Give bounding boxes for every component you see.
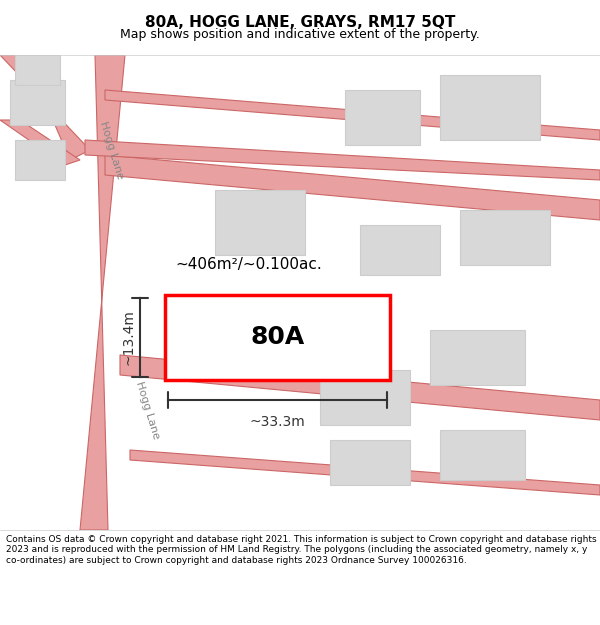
Text: Hogg Lane: Hogg Lane: [98, 120, 125, 180]
Text: 80A: 80A: [250, 326, 305, 349]
Text: Hogg Lane: Hogg Lane: [134, 380, 161, 440]
Bar: [440, 75, 540, 140]
Polygon shape: [120, 355, 600, 420]
Bar: [15, 55, 60, 85]
Polygon shape: [85, 140, 600, 180]
Bar: [10, 80, 65, 125]
Bar: [345, 90, 420, 145]
Bar: [460, 210, 550, 265]
Polygon shape: [80, 55, 125, 530]
Text: 80A, HOGG LANE, GRAYS, RM17 5QT: 80A, HOGG LANE, GRAYS, RM17 5QT: [145, 16, 455, 31]
Bar: [215, 190, 305, 255]
Polygon shape: [0, 120, 80, 165]
Polygon shape: [0, 55, 90, 160]
Polygon shape: [105, 155, 600, 220]
Bar: [165, 295, 390, 380]
Text: ~406m²/~0.100ac.: ~406m²/~0.100ac.: [175, 258, 322, 272]
Text: Contains OS data © Crown copyright and database right 2021. This information is : Contains OS data © Crown copyright and d…: [6, 535, 596, 564]
Text: Map shows position and indicative extent of the property.: Map shows position and indicative extent…: [120, 28, 480, 41]
Text: ~13.4m: ~13.4m: [121, 309, 135, 366]
Bar: [430, 330, 525, 385]
Bar: [440, 430, 525, 480]
Bar: [360, 225, 440, 275]
Polygon shape: [105, 90, 600, 140]
Polygon shape: [130, 450, 600, 495]
Bar: [15, 140, 65, 180]
Bar: [330, 440, 410, 485]
Text: ~33.3m: ~33.3m: [250, 415, 305, 429]
Bar: [320, 370, 410, 425]
